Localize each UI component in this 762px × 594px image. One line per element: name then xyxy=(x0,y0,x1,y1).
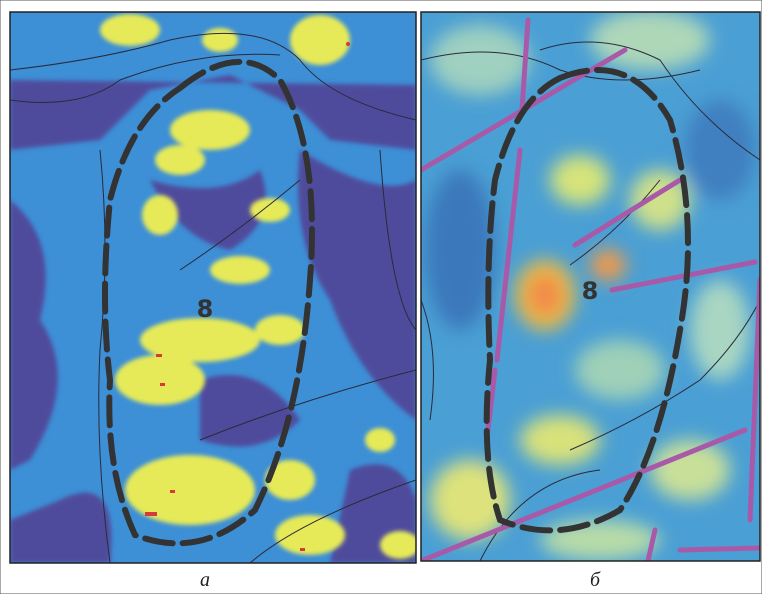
figure: 8 а xyxy=(0,0,762,594)
region-label: 8 xyxy=(197,295,214,323)
region-label: 8 xyxy=(582,277,599,305)
map-panel-a xyxy=(10,12,420,563)
figure-svg: 8 а xyxy=(0,0,762,594)
panel-caption: б xyxy=(590,569,601,591)
panel-caption: а xyxy=(200,569,210,591)
